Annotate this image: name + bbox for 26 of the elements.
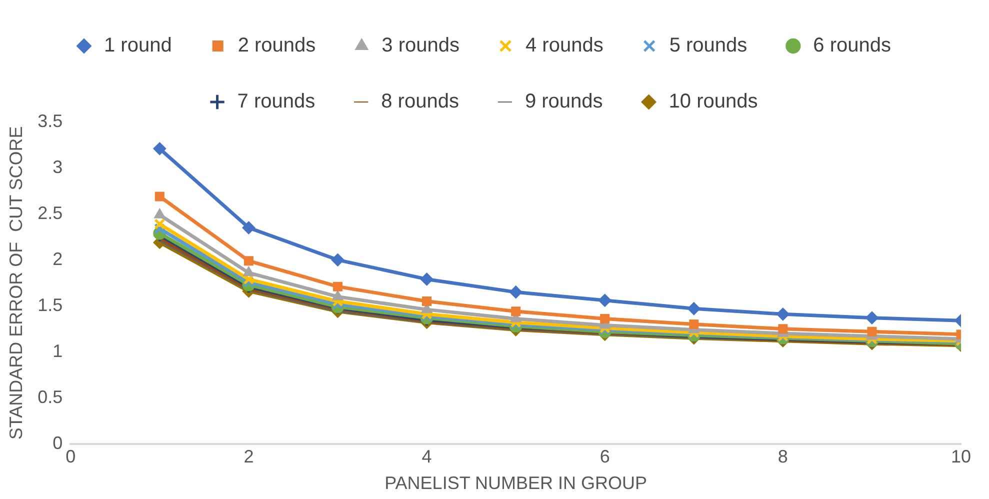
legend-label: 4 rounds: [526, 34, 604, 57]
y-tick-label: 0: [52, 432, 63, 453]
x-tick-label: 2: [244, 446, 254, 467]
y-tick-label: 1.5: [38, 294, 63, 315]
legend-label: 9 rounds: [524, 90, 603, 113]
x-axis-title: PANELIST NUMBER IN GROUP: [384, 473, 648, 494]
y-tick-label: 0.5: [38, 386, 63, 407]
x-tick-label: 4: [422, 446, 432, 467]
x-tick-label: 0: [66, 446, 76, 467]
legend-label: 2 rounds: [238, 34, 316, 57]
x-tick-label: 10: [950, 446, 972, 467]
legend-label: 1 round: [104, 34, 172, 57]
y-tick-label: 3.5: [38, 110, 63, 131]
x-tick-label: 8: [778, 446, 788, 467]
legend-label: 6 rounds: [813, 34, 892, 57]
legend-label: 5 rounds: [669, 34, 748, 57]
y-tick-label: 1: [52, 340, 63, 361]
legend-label: 8 rounds: [381, 90, 459, 113]
y-tick-label: 3: [52, 156, 63, 177]
legend-label: 10 rounds: [668, 90, 758, 113]
legend-label: 7 rounds: [237, 90, 316, 113]
y-tick-label: 2: [52, 248, 63, 269]
y-tick-label: 2.5: [38, 202, 63, 223]
y-axis-title: STANDARD ERROR OF CUT SCORE: [6, 126, 26, 440]
x-tick-label: 6: [600, 446, 610, 467]
legend-label: 3 rounds: [382, 34, 460, 57]
